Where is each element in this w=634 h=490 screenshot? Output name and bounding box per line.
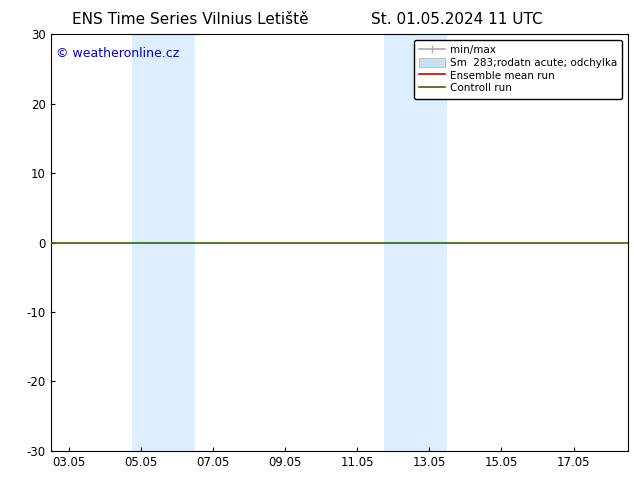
- Legend: min/max, Sm  283;rodatn acute; odchylka, Ensemble mean run, Controll run: min/max, Sm 283;rodatn acute; odchylka, …: [413, 40, 623, 98]
- Bar: [132, 34, 195, 451]
- Text: ENS Time Series Vilnius Letiště: ENS Time Series Vilnius Letiště: [72, 12, 309, 27]
- Text: © weatheronline.cz: © weatheronline.cz: [56, 47, 180, 60]
- Bar: [384, 34, 448, 451]
- Text: St. 01.05.2024 11 UTC: St. 01.05.2024 11 UTC: [371, 12, 542, 27]
